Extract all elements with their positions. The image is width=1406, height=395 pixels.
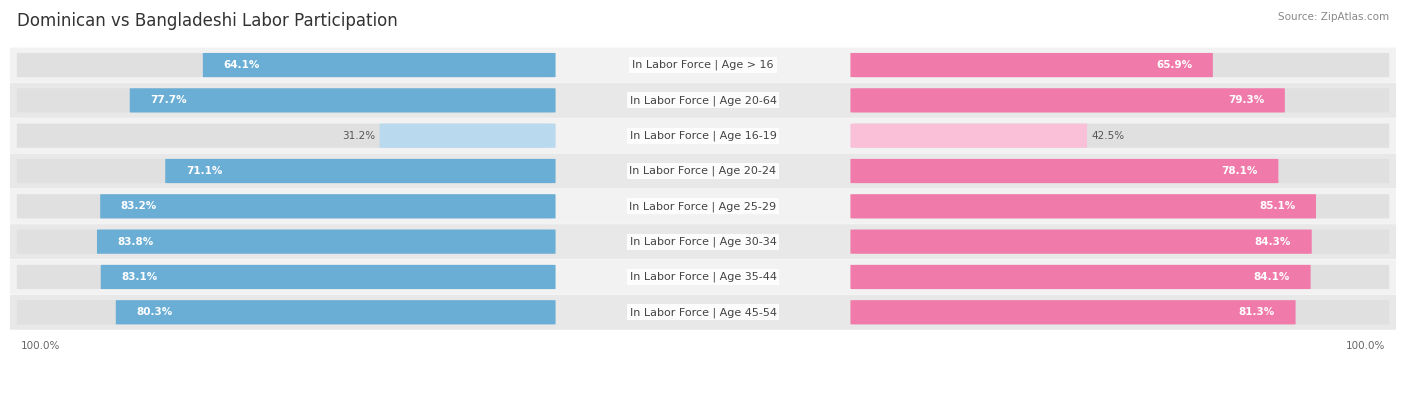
Text: 71.1%: 71.1%	[186, 166, 222, 176]
FancyBboxPatch shape	[10, 118, 1396, 153]
Text: 64.1%: 64.1%	[224, 60, 260, 70]
Text: 84.3%: 84.3%	[1254, 237, 1291, 246]
Text: In Labor Force | Age 45-54: In Labor Force | Age 45-54	[630, 307, 776, 318]
Text: In Labor Force | Age 20-64: In Labor Force | Age 20-64	[630, 95, 776, 105]
FancyBboxPatch shape	[855, 88, 1389, 113]
Text: 100.0%: 100.0%	[1346, 341, 1385, 351]
FancyBboxPatch shape	[97, 229, 555, 254]
FancyBboxPatch shape	[10, 189, 1396, 224]
Text: 85.1%: 85.1%	[1260, 201, 1295, 211]
FancyBboxPatch shape	[10, 295, 1396, 330]
Text: Source: ZipAtlas.com: Source: ZipAtlas.com	[1278, 12, 1389, 22]
FancyBboxPatch shape	[202, 53, 555, 77]
Text: 65.9%: 65.9%	[1156, 60, 1192, 70]
FancyBboxPatch shape	[851, 159, 1278, 183]
Text: In Labor Force | Age > 16: In Labor Force | Age > 16	[633, 60, 773, 70]
FancyBboxPatch shape	[855, 194, 1389, 218]
FancyBboxPatch shape	[115, 300, 555, 324]
FancyBboxPatch shape	[855, 53, 1389, 77]
FancyBboxPatch shape	[10, 47, 1396, 83]
FancyBboxPatch shape	[855, 124, 1389, 148]
Text: 79.3%: 79.3%	[1227, 95, 1264, 105]
FancyBboxPatch shape	[17, 194, 551, 218]
FancyBboxPatch shape	[129, 88, 555, 113]
FancyBboxPatch shape	[17, 300, 551, 324]
FancyBboxPatch shape	[100, 194, 555, 218]
Text: 83.1%: 83.1%	[121, 272, 157, 282]
FancyBboxPatch shape	[851, 53, 1213, 77]
FancyBboxPatch shape	[851, 229, 1312, 254]
FancyBboxPatch shape	[380, 124, 555, 148]
Text: 83.8%: 83.8%	[118, 237, 153, 246]
FancyBboxPatch shape	[17, 159, 551, 183]
Text: 81.3%: 81.3%	[1239, 307, 1275, 317]
FancyBboxPatch shape	[17, 265, 551, 289]
FancyBboxPatch shape	[17, 88, 551, 113]
Text: In Labor Force | Age 20-24: In Labor Force | Age 20-24	[630, 166, 776, 176]
FancyBboxPatch shape	[855, 159, 1389, 183]
FancyBboxPatch shape	[851, 194, 1316, 218]
Text: In Labor Force | Age 35-44: In Labor Force | Age 35-44	[630, 272, 776, 282]
FancyBboxPatch shape	[17, 124, 551, 148]
Text: 84.1%: 84.1%	[1254, 272, 1289, 282]
FancyBboxPatch shape	[851, 88, 1285, 113]
Text: In Labor Force | Age 16-19: In Labor Force | Age 16-19	[630, 130, 776, 141]
FancyBboxPatch shape	[10, 224, 1396, 259]
FancyBboxPatch shape	[10, 154, 1396, 188]
Text: 83.2%: 83.2%	[121, 201, 157, 211]
Text: 77.7%: 77.7%	[150, 95, 187, 105]
FancyBboxPatch shape	[855, 265, 1389, 289]
FancyBboxPatch shape	[855, 229, 1389, 254]
Text: In Labor Force | Age 30-34: In Labor Force | Age 30-34	[630, 236, 776, 247]
Text: Dominican vs Bangladeshi Labor Participation: Dominican vs Bangladeshi Labor Participa…	[17, 12, 398, 30]
FancyBboxPatch shape	[851, 265, 1310, 289]
FancyBboxPatch shape	[851, 124, 1087, 148]
FancyBboxPatch shape	[10, 260, 1396, 294]
Text: 78.1%: 78.1%	[1222, 166, 1258, 176]
FancyBboxPatch shape	[10, 83, 1396, 118]
FancyBboxPatch shape	[851, 300, 1295, 324]
FancyBboxPatch shape	[17, 229, 551, 254]
Text: 100.0%: 100.0%	[21, 341, 60, 351]
FancyBboxPatch shape	[855, 300, 1389, 324]
FancyBboxPatch shape	[166, 159, 555, 183]
Text: 80.3%: 80.3%	[136, 307, 173, 317]
Text: In Labor Force | Age 25-29: In Labor Force | Age 25-29	[630, 201, 776, 212]
Text: 31.2%: 31.2%	[343, 131, 375, 141]
FancyBboxPatch shape	[101, 265, 555, 289]
Text: 42.5%: 42.5%	[1091, 131, 1125, 141]
FancyBboxPatch shape	[17, 53, 551, 77]
